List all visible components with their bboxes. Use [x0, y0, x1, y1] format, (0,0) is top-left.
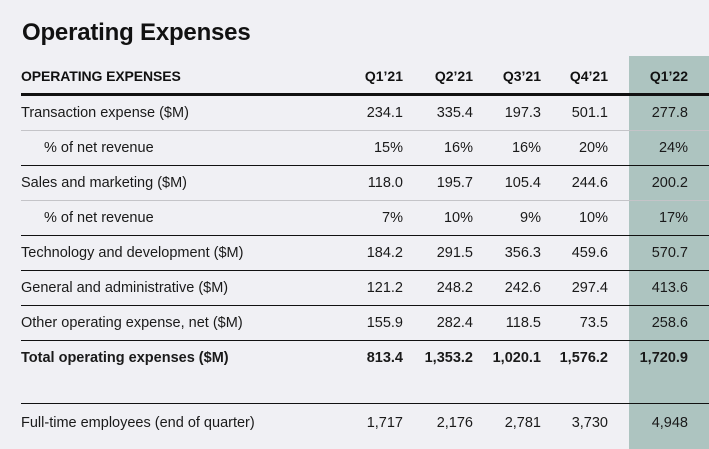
cell-q4-21: 501.1	[541, 94, 608, 131]
cell-q1-21: 1,717	[366, 415, 403, 431]
cell-q1-21: 7%	[339, 200, 403, 236]
table-row-total-operating-expenses: Total operating expenses ($M) 813.4 1,35…	[21, 341, 709, 376]
table-row-sales-pct-revenue: % of net revenue 7% 10% 9% 10% 17%	[21, 200, 709, 236]
row-label: % of net revenue	[21, 130, 339, 166]
cell-q3-21: 2,781	[504, 415, 541, 431]
table-row-technology-development: Technology and development ($M) 184.2 29…	[21, 235, 709, 271]
cell-q3-21: 356.3	[473, 235, 541, 271]
cell-q3-21: 197.3	[473, 94, 541, 131]
cell-q2-21: 282.4	[403, 305, 473, 341]
cell-q1-22: 24%	[608, 130, 709, 166]
cell-q1-21: 118.0	[339, 165, 403, 201]
cell-q1-22: 200.2	[608, 165, 709, 201]
cell-q4-21: 297.4	[541, 270, 608, 306]
header-q2-21: Q2’21	[403, 59, 473, 96]
row-label: Other operating expense, net ($M)	[21, 305, 339, 341]
cell-q3-21: 242.6	[473, 270, 541, 306]
cell-q2-21: 195.7	[403, 165, 473, 201]
row-label: Technology and development ($M)	[21, 235, 339, 271]
cell-q4-21: 73.5	[541, 305, 608, 341]
cell-q2-21: 2,176	[436, 415, 473, 431]
cell-q1-21: 813.4	[366, 350, 403, 366]
row-label: Sales and marketing ($M)	[21, 165, 339, 201]
row-label: General and administrative ($M)	[21, 270, 339, 306]
cell-q2-21: 16%	[403, 130, 473, 166]
header-q1-21: Q1’21	[339, 59, 403, 96]
header-label: OPERATING EXPENSES	[21, 59, 339, 96]
cell-q3-21: 118.5	[473, 305, 541, 341]
cell-q4-21: 20%	[541, 130, 608, 166]
table-row-other-operating-expense: Other operating expense, net ($M) 155.9 …	[21, 305, 709, 341]
cell-q1-22: 258.6	[608, 305, 709, 341]
cell-q3-21: 105.4	[473, 165, 541, 201]
cell-q1-22: 4,948	[651, 415, 688, 431]
table-row-full-time-employees: Full-time employees (end of quarter) 1,7…	[21, 404, 709, 443]
cell-q3-21: 16%	[473, 130, 541, 166]
cell-q2-21: 335.4	[403, 94, 473, 131]
operating-expenses-table: OPERATING EXPENSES Q1’21 Q2’21 Q3’21 Q4’…	[21, 59, 709, 442]
table-row-transaction-expense: Transaction expense ($M) 234.1 335.4 197…	[21, 94, 709, 131]
header-q1-22: Q1’22	[608, 59, 709, 96]
cell-q1-21: 184.2	[339, 235, 403, 271]
table-row-sales-marketing: Sales and marketing ($M) 118.0 195.7 105…	[21, 165, 709, 201]
cell-q4-21: 459.6	[541, 235, 608, 271]
cell-q3-21: 1,020.1	[492, 350, 541, 366]
cell-q1-22: 570.7	[608, 235, 709, 271]
cell-q2-21: 291.5	[403, 235, 473, 271]
cell-q1-22: 1,720.9	[639, 350, 688, 366]
cell-q1-21: 155.9	[339, 305, 403, 341]
row-label: Full-time employees (end of quarter)	[21, 415, 255, 431]
spacer-cell	[21, 375, 709, 404]
cell-q4-21: 10%	[541, 200, 608, 236]
table-row-general-administrative: General and administrative ($M) 121.2 24…	[21, 270, 709, 306]
cell-q2-21: 248.2	[403, 270, 473, 306]
row-label: Total operating expenses ($M)	[21, 350, 229, 366]
header-q4-21: Q4’21	[541, 59, 608, 96]
row-label: Transaction expense ($M)	[21, 94, 339, 131]
cell-q1-22: 277.8	[608, 94, 709, 131]
cell-q1-21: 15%	[339, 130, 403, 166]
table-spacer-row	[21, 375, 709, 404]
table-header-row: OPERATING EXPENSES Q1’21 Q2’21 Q3’21 Q4’…	[21, 59, 709, 96]
cell-q1-22: 413.6	[608, 270, 709, 306]
cell-q3-21: 9%	[473, 200, 541, 236]
cell-q1-21: 234.1	[339, 94, 403, 131]
cell-q2-21: 10%	[403, 200, 473, 236]
cell-q1-21: 121.2	[339, 270, 403, 306]
cell-q4-21: 244.6	[541, 165, 608, 201]
cell-q2-21: 1,353.2	[424, 350, 473, 366]
cell-q4-21: 1,576.2	[559, 350, 608, 366]
header-q3-21: Q3’21	[473, 59, 541, 96]
cell-q1-22: 17%	[608, 200, 709, 236]
table-row-transaction-pct-revenue: % of net revenue 15% 16% 16% 20% 24%	[21, 130, 709, 166]
page-title: Operating Expenses	[22, 19, 251, 46]
row-label: % of net revenue	[21, 200, 339, 236]
cell-q4-21: 3,730	[571, 415, 608, 431]
